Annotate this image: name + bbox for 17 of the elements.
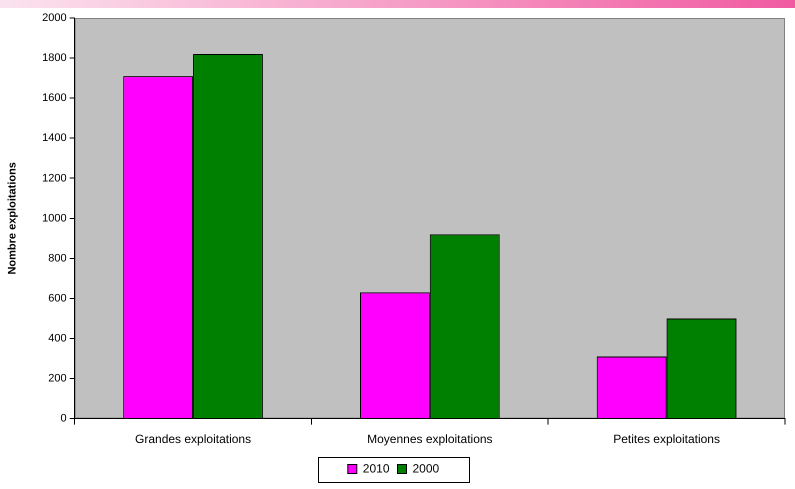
y-tick-label: 1200 [42,172,67,184]
x-tick-label: Grandes exploitations [135,432,252,446]
y-tick-label: 600 [48,292,67,304]
y-axis-title: Nombre exploitations [6,162,19,275]
y-tick-label: 1400 [42,132,67,144]
y-tick-label: 800 [48,252,67,264]
y-tick-label: 1000 [42,212,67,224]
y-tick-label: 1600 [42,92,67,104]
legend-label: 2010 [362,461,390,476]
x-tick-label: Moyennes exploitations [367,432,493,446]
legend-label: 2000 [412,461,440,476]
y-tick-label: 400 [48,332,67,345]
y-tick-label: 2000 [42,12,67,24]
y-tick-label: 0 [60,412,67,425]
y-tick-label: 200 [48,372,67,385]
y-tick-label: 1800 [42,52,67,64]
x-tick-label: Petites exploitations [613,432,720,446]
